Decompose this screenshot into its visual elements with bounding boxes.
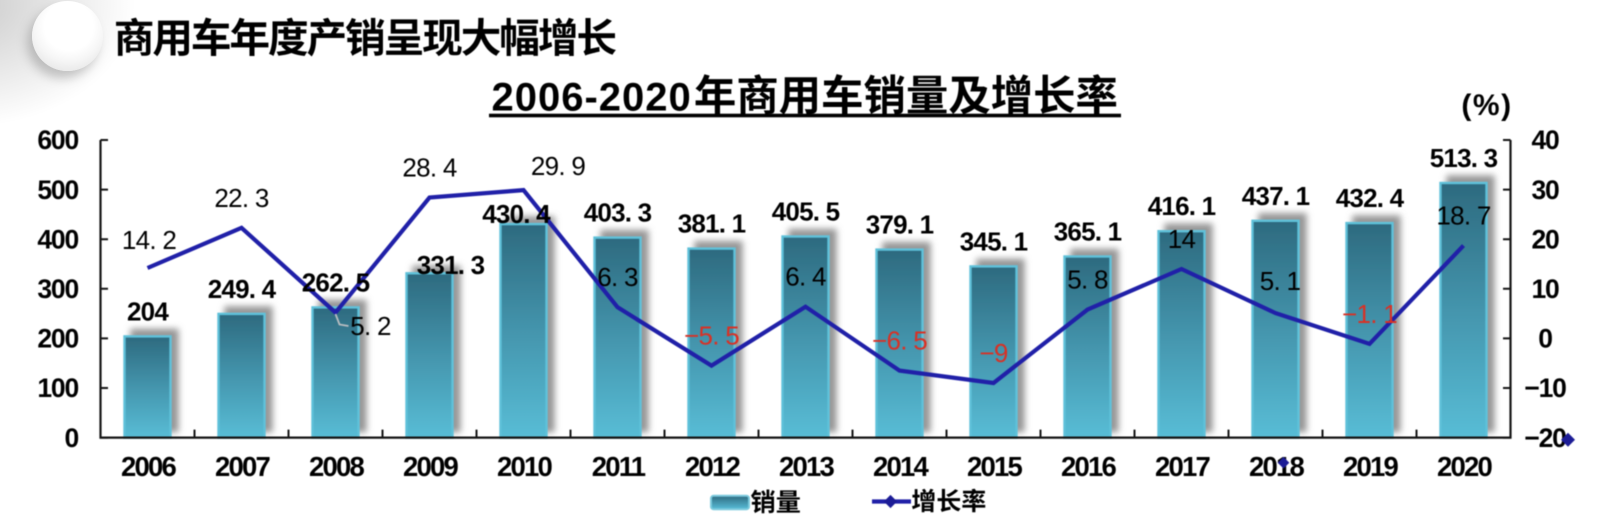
svg-text:437. 1: 437. 1 xyxy=(1242,181,1310,211)
svg-text:10: 10 xyxy=(1531,274,1559,304)
svg-text:403. 3: 403. 3 xyxy=(584,198,652,228)
svg-text:100: 100 xyxy=(37,373,78,403)
svg-text:22. 3: 22. 3 xyxy=(214,183,269,213)
svg-text:405. 5: 405. 5 xyxy=(772,197,840,227)
svg-text:2020: 2020 xyxy=(1437,451,1492,482)
svg-text:−5. 5: −5. 5 xyxy=(684,321,739,351)
svg-text:20: 20 xyxy=(1531,224,1559,254)
svg-text:2006-2020: 2006-2020 xyxy=(492,76,692,120)
svg-text:2009: 2009 xyxy=(403,451,458,482)
svg-text:400: 400 xyxy=(37,224,78,254)
svg-text:2016: 2016 xyxy=(1061,451,1116,482)
svg-text:200: 200 xyxy=(37,324,78,354)
svg-text:30: 30 xyxy=(1531,175,1559,205)
svg-text:40: 40 xyxy=(1531,125,1559,155)
svg-text:6. 3: 6. 3 xyxy=(597,262,638,292)
svg-text:(%): (%) xyxy=(1461,89,1512,122)
svg-text:379. 1: 379. 1 xyxy=(866,210,934,240)
svg-text:18. 7: 18. 7 xyxy=(1436,201,1491,231)
svg-text:300: 300 xyxy=(37,274,78,304)
svg-text:−20: −20 xyxy=(1524,423,1566,453)
svg-text:381. 1: 381. 1 xyxy=(678,209,746,239)
svg-text:2014: 2014 xyxy=(873,451,929,482)
svg-text:0: 0 xyxy=(64,423,78,453)
svg-text:0: 0 xyxy=(1538,324,1552,354)
svg-text:2011: 2011 xyxy=(592,451,646,482)
svg-text:500: 500 xyxy=(37,175,78,205)
svg-text:−10: −10 xyxy=(1524,373,1566,403)
svg-text:5. 8: 5. 8 xyxy=(1067,265,1108,295)
svg-text:14. 2: 14. 2 xyxy=(122,225,177,255)
svg-text:513. 3: 513. 3 xyxy=(1430,143,1498,173)
svg-text:29. 9: 29. 9 xyxy=(531,151,586,181)
svg-text:14: 14 xyxy=(1168,224,1196,254)
svg-text:345. 1: 345. 1 xyxy=(960,226,1028,256)
svg-text:2013: 2013 xyxy=(779,451,834,482)
svg-text:−1. 1: −1. 1 xyxy=(1342,299,1397,329)
svg-text:2008: 2008 xyxy=(309,451,364,482)
svg-text:331. 3: 331. 3 xyxy=(417,250,485,280)
svg-text:2006: 2006 xyxy=(121,451,176,482)
svg-text:2010: 2010 xyxy=(497,451,552,482)
svg-text:5. 2: 5. 2 xyxy=(350,311,391,341)
svg-text:416. 1: 416. 1 xyxy=(1148,191,1216,221)
svg-text:430. 4: 430. 4 xyxy=(482,199,551,229)
svg-text:365. 1: 365. 1 xyxy=(1054,217,1122,247)
svg-text:2007: 2007 xyxy=(215,451,270,482)
svg-text:2015: 2015 xyxy=(967,451,1022,482)
svg-text:204: 204 xyxy=(127,296,169,326)
svg-text:262. 5: 262. 5 xyxy=(302,267,370,297)
svg-text:2017: 2017 xyxy=(1155,451,1210,482)
svg-text:249. 4: 249. 4 xyxy=(208,274,277,304)
svg-text:2019: 2019 xyxy=(1343,451,1398,482)
svg-text:−9: −9 xyxy=(979,338,1007,368)
svg-text:2012: 2012 xyxy=(685,451,740,482)
svg-text:6. 4: 6. 4 xyxy=(785,262,826,292)
svg-text:600: 600 xyxy=(37,125,78,155)
svg-text:5. 1: 5. 1 xyxy=(1260,266,1301,296)
svg-text:2018: 2018 xyxy=(1249,451,1304,482)
svg-text:432. 4: 432. 4 xyxy=(1336,183,1405,213)
svg-text:28. 4: 28. 4 xyxy=(402,153,457,183)
svg-text:−6. 5: −6. 5 xyxy=(872,326,927,356)
